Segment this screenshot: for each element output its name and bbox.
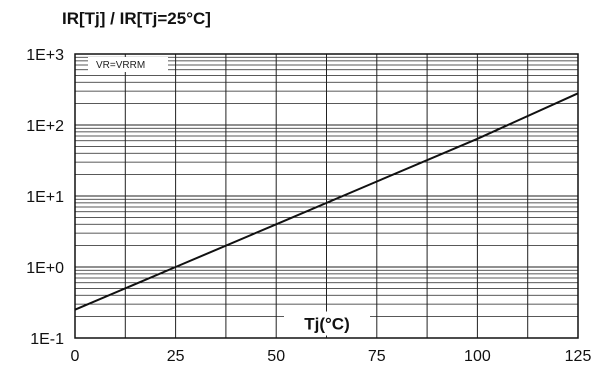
y-tick-label: 1E+1 <box>26 189 64 206</box>
annotation-box <box>88 56 168 72</box>
series-layer <box>74 92 579 311</box>
x-axis-ticks: 0 25 50 75 100 125 <box>71 348 592 365</box>
y-axis-ticks: 1E-1 1E+0 1E+1 1E+2 1E+3 <box>26 47 64 348</box>
x-tick-label: 75 <box>368 348 386 365</box>
y-tick-label: 1E+3 <box>26 47 64 64</box>
grid <box>75 54 578 338</box>
chart-title: IR[Tj] / IR[Tj=25°C] <box>62 9 211 28</box>
y-tick-label: 1E+2 <box>26 118 64 135</box>
y-tick-label: 1E+0 <box>26 260 64 277</box>
x-tick-label: 50 <box>267 348 285 365</box>
annotation-label: VR=VRRM <box>96 60 145 71</box>
series-line <box>74 92 579 311</box>
y-tick-label: 1E-1 <box>30 331 64 348</box>
x-axis-label-box <box>284 311 370 336</box>
x-tick-label: 25 <box>167 348 185 365</box>
x-tick-label: 125 <box>565 348 592 365</box>
plot-frame <box>74 53 579 339</box>
x-axis-label: Tj(°C) <box>304 315 350 334</box>
annotation-layer: VR=VRRM Tj(°C) <box>88 56 370 336</box>
plot-border <box>74 53 579 339</box>
x-tick-label: 0 <box>71 348 80 365</box>
x-tick-label: 100 <box>464 348 491 365</box>
